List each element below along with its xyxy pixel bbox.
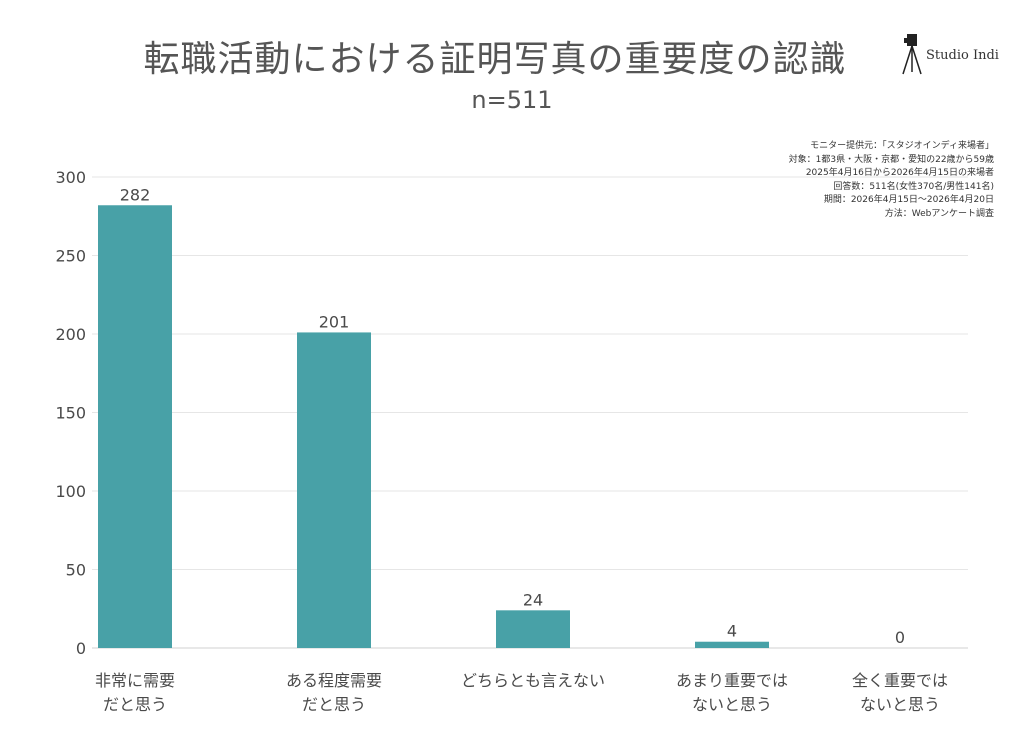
survey-note-line: モニター提供元：「スタジオインディ来場者」 (810, 141, 994, 151)
bar (496, 610, 570, 648)
data-label: 201 (319, 312, 350, 331)
survey-note: モニター提供元：「スタジオインディ来場者」 対象：1都3県・大阪・京都・愛知の2… (664, 140, 994, 222)
brand-logo: Studio Indi (900, 32, 1010, 76)
survey-note-line: 対象：1都3県・大阪・京都・愛知の22歳から59歳 (788, 154, 994, 165)
y-tick-label: 200 (55, 325, 86, 344)
survey-note-line: 期間：2026年4月15日〜2026年4月20日 (823, 195, 994, 206)
x-tick-label: だと思う (103, 695, 167, 714)
y-tick-label: 150 (55, 404, 86, 423)
chart-subtitle: n=511 (471, 86, 553, 114)
x-tick-label: 非常に需要 (95, 671, 175, 690)
data-label: 4 (727, 622, 737, 641)
y-tick-label: 0 (76, 639, 86, 658)
x-tick-label: ないと思う (860, 695, 940, 714)
chart-title: 転職活動における証明写真の重要度の認識 (143, 39, 847, 80)
x-tick-label: あまり重要では (676, 671, 788, 690)
data-label: 24 (523, 590, 543, 609)
x-tick-label: どちらとも言えない (461, 671, 605, 690)
y-tick-label: 300 (55, 168, 86, 187)
y-tick-label: 50 (66, 561, 86, 580)
bar (695, 641, 769, 648)
survey-note-line: 方法：Webアンケート調査 (884, 208, 994, 219)
x-tick-label: ある程度需要 (286, 671, 382, 690)
survey-note-line: 2025年4月16日から2026年4月15日の来場者 (805, 168, 994, 179)
brand-name: Studio Indi (926, 48, 999, 63)
y-tick-label: 250 (55, 247, 86, 266)
data-label: 0 (895, 628, 905, 647)
y-tick-label: 100 (55, 482, 86, 501)
bar (297, 332, 371, 648)
bar (98, 205, 172, 648)
x-tick-label: ないと思う (692, 695, 772, 714)
x-tick-label: 全く重要では (852, 671, 948, 690)
camera-tripod-icon (902, 34, 922, 75)
data-label: 282 (120, 185, 151, 204)
x-tick-label: だと思う (302, 695, 366, 714)
survey-note-line: 回答数：511名(女性370名/男性141名) (833, 181, 994, 192)
